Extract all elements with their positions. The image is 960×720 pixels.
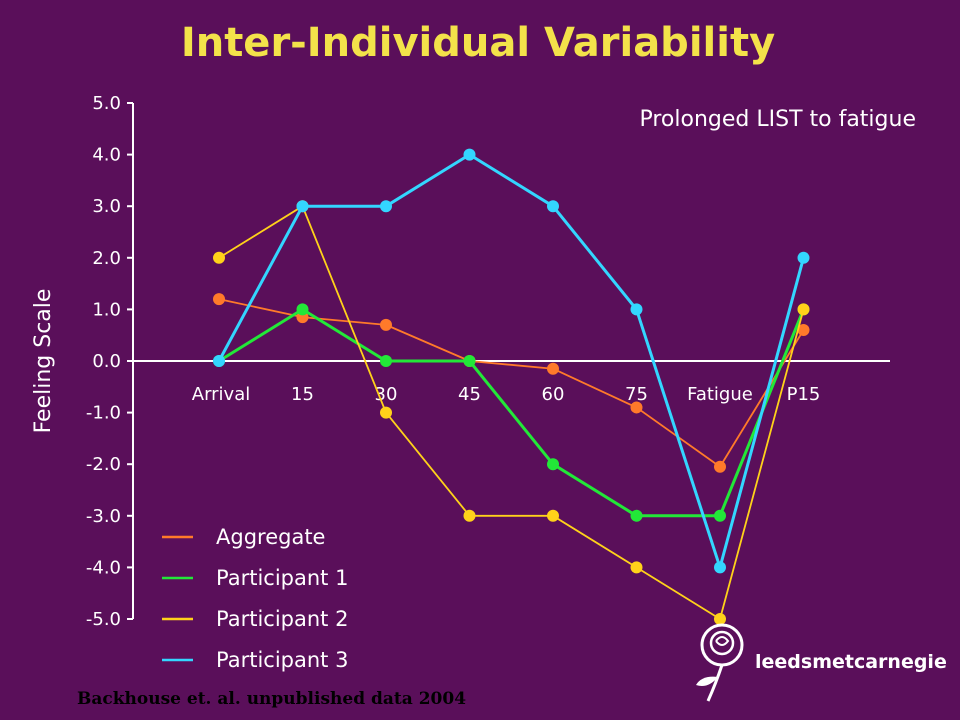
y-tick-label: 2.0 xyxy=(92,248,121,269)
credit-text: Backhouse et. al. unpublished data 2004 xyxy=(77,689,466,709)
y-tick-label: 3.0 xyxy=(92,196,121,217)
data-point xyxy=(380,406,392,419)
data-point xyxy=(296,303,309,316)
data-point xyxy=(213,251,225,264)
x-tick-label: 60 xyxy=(542,384,565,405)
y-tick-label: -2.0 xyxy=(86,454,121,475)
x-tick-label: P15 xyxy=(787,384,821,405)
x-tick-label: Fatigue xyxy=(687,384,753,405)
data-point xyxy=(797,324,810,337)
y-tick-label: -5.0 xyxy=(86,609,121,630)
y-tick-label: -4.0 xyxy=(86,557,121,578)
legend-label: Aggregate xyxy=(216,525,325,549)
series-participant-3 xyxy=(213,148,810,574)
data-point xyxy=(463,355,476,367)
data-point xyxy=(714,460,726,473)
series-line xyxy=(218,298,805,468)
chart-title: Inter-Individual Variability xyxy=(181,20,775,66)
legend-label: Participant 2 xyxy=(216,607,348,631)
y-axis-label: Feeling Scale xyxy=(31,289,56,434)
series-participant-1 xyxy=(213,303,810,522)
series-participant-2 xyxy=(213,200,810,625)
y-tick-label: -1.0 xyxy=(86,403,121,424)
data-point xyxy=(547,509,559,522)
data-point xyxy=(463,509,476,522)
data-point xyxy=(714,561,726,574)
series-aggregate xyxy=(213,293,810,473)
data-point xyxy=(797,251,810,264)
legend-item: Participant 2 xyxy=(162,607,348,631)
y-tick-label: -3.0 xyxy=(86,506,121,527)
data-point xyxy=(463,148,476,161)
x-tick-label: Arrival xyxy=(192,384,250,405)
data-point xyxy=(797,303,810,316)
data-point xyxy=(547,458,559,471)
data-point xyxy=(213,355,225,367)
data-point xyxy=(547,200,559,213)
data-point xyxy=(213,293,225,306)
data-point xyxy=(380,318,392,331)
chart-subtitle: Prolonged LIST to fatigue xyxy=(639,107,916,132)
x-tick-label: 15 xyxy=(291,384,314,405)
data-point xyxy=(714,509,726,522)
x-tick-label: 45 xyxy=(458,384,481,405)
legend-item: Participant 1 xyxy=(162,566,348,590)
data-point xyxy=(380,355,392,367)
rose-icon xyxy=(696,623,744,702)
logo-wordmark: leedsmetcarnegie xyxy=(755,651,947,673)
leedsmetcarnegie-logo: leedsmetcarnegie xyxy=(696,623,947,702)
series-line xyxy=(217,153,805,569)
series-layer xyxy=(213,148,810,625)
data-point xyxy=(380,200,392,213)
legend-item: Participant 3 xyxy=(162,648,348,672)
y-tick-label: 0.0 xyxy=(92,351,121,372)
data-point xyxy=(547,362,559,375)
data-point xyxy=(630,401,643,414)
legend-item: Aggregate xyxy=(162,525,325,549)
x-tick-label: 75 xyxy=(625,384,648,405)
y-tick-label: 5.0 xyxy=(92,93,121,114)
series-line xyxy=(218,205,805,620)
y-tick-label: 1.0 xyxy=(92,299,121,320)
data-point xyxy=(714,613,726,625)
data-point xyxy=(630,561,643,574)
data-point xyxy=(630,303,643,316)
chart-legend: Aggregate Participant 1 Participant 2 Parti… xyxy=(162,525,348,672)
legend-label: Participant 1 xyxy=(216,566,348,590)
series-line xyxy=(218,307,805,518)
chart-axes: 5.0 4.0 3.0 2.0 1.0 0.0 -1.0 -2.0 -3.0 -4.0 -5.0 Ar… xyxy=(31,93,890,630)
legend-label: Participant 3 xyxy=(216,648,348,672)
data-point xyxy=(630,509,643,522)
y-tick-label: 4.0 xyxy=(92,145,121,166)
data-point xyxy=(296,200,309,213)
